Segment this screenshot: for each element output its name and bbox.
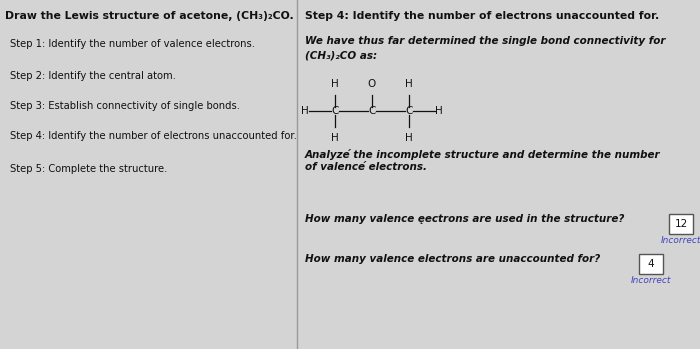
Text: Step 5: Complete the structure.: Step 5: Complete the structure. <box>10 164 167 174</box>
FancyBboxPatch shape <box>639 254 663 274</box>
Text: C: C <box>368 106 376 116</box>
Text: Step 4: Identify the number of electrons unaccounted for.: Step 4: Identify the number of electrons… <box>10 131 297 141</box>
Text: Step 4: Identify the number of electrons unaccounted for.: Step 4: Identify the number of electrons… <box>305 11 659 21</box>
Text: H: H <box>331 79 339 89</box>
Text: of valencé electrons.: of valencé electrons. <box>305 162 427 172</box>
Text: H: H <box>301 106 309 116</box>
Text: 12: 12 <box>674 219 687 229</box>
Text: H: H <box>331 133 339 143</box>
Text: Step 1: Identify the number of valence electrons.: Step 1: Identify the number of valence e… <box>10 39 255 49</box>
Text: Step 2: Identify the central atom.: Step 2: Identify the central atom. <box>10 71 176 81</box>
Text: H: H <box>435 106 443 116</box>
Text: O: O <box>368 79 376 89</box>
Text: H: H <box>405 79 413 89</box>
Text: How many valence ęectrons are used in the structure?: How many valence ęectrons are used in t… <box>305 214 624 224</box>
Text: (CH₃)₂CO as:: (CH₃)₂CO as: <box>305 51 377 61</box>
Text: C: C <box>331 106 339 116</box>
Text: Step 3: Establish connectivity of single bonds.: Step 3: Establish connectivity of single… <box>10 101 240 111</box>
Text: H: H <box>405 133 413 143</box>
Text: We have thus far determined the single bond connectivity for: We have thus far determined the single b… <box>305 36 666 46</box>
Text: Draw the Lewis structure of acetone, (CH₃)₂CO.: Draw the Lewis structure of acetone, (CH… <box>5 11 294 21</box>
Text: Incorrect: Incorrect <box>631 276 671 285</box>
Text: Analyzé the incomplete structure and determine the number: Analyzé the incomplete structure and de… <box>305 149 661 160</box>
Text: Incorrect: Incorrect <box>661 236 700 245</box>
Text: How many valence electrons are unaccounted for?: How many valence electrons are unaccount… <box>305 254 601 264</box>
Text: C: C <box>405 106 413 116</box>
Text: 4: 4 <box>648 259 654 269</box>
FancyBboxPatch shape <box>669 214 693 234</box>
